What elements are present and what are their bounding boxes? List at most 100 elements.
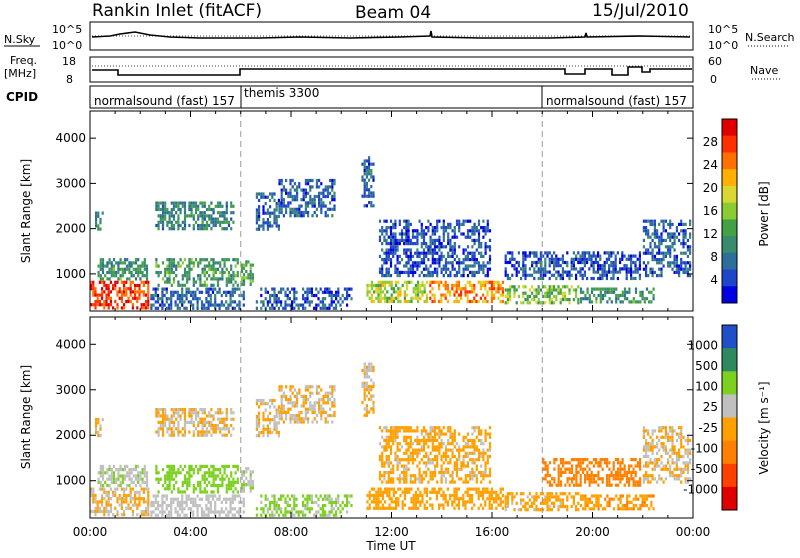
- power-cell: [522, 264, 524, 267]
- velocity-cell: [278, 405, 280, 408]
- power-cell: [540, 274, 542, 277]
- velocity-cell: [467, 481, 469, 484]
- power-cell: [164, 281, 166, 284]
- power-cell: [421, 236, 423, 239]
- velocity-cell: [219, 484, 221, 487]
- velocity-cell: [153, 510, 155, 513]
- power-cell: [131, 271, 133, 274]
- velocity-cell: [414, 429, 416, 432]
- power-cell: [403, 264, 405, 267]
- velocity-cell: [144, 474, 146, 477]
- velocity-cell: [210, 414, 212, 417]
- power-cell: [226, 284, 228, 287]
- power-cell: [204, 214, 206, 217]
- power-cell: [456, 220, 458, 223]
- power-cell: [226, 205, 228, 208]
- velocity-cell: [102, 418, 104, 421]
- power-cell: [295, 291, 297, 294]
- power-cell: [390, 261, 392, 264]
- velocity-cell: [373, 500, 375, 503]
- velocity-cell: [300, 417, 302, 420]
- power-cell: [491, 294, 493, 297]
- velocity-cell: [300, 420, 302, 423]
- velocity-cell: [100, 471, 102, 474]
- power-cell: [243, 291, 245, 294]
- velocity-cell: [316, 388, 318, 391]
- velocity-cell: [204, 424, 206, 427]
- power-cell: [595, 255, 597, 258]
- velocity-cell: [120, 465, 122, 468]
- velocity-cell: [462, 504, 464, 507]
- velocity-cell: [471, 426, 473, 429]
- velocity-cell: [331, 501, 333, 504]
- power-cell: [366, 182, 368, 185]
- power-cell: [647, 252, 649, 255]
- power-cell: [311, 201, 313, 204]
- velocity-cell: [527, 508, 529, 511]
- power-cell: [262, 218, 264, 221]
- power-cell: [217, 211, 219, 214]
- power-cell: [364, 185, 366, 188]
- power-cell: [166, 211, 168, 214]
- velocity-cell: [430, 429, 432, 432]
- power-cell: [143, 294, 145, 297]
- power-cell: [298, 185, 300, 188]
- power-cell: [256, 221, 258, 224]
- power-cell: [497, 284, 499, 287]
- power-cell: [652, 232, 654, 235]
- velocity-cell: [204, 421, 206, 424]
- power-cell: [230, 291, 232, 294]
- power-cell: [269, 294, 271, 297]
- power-cell: [416, 261, 418, 264]
- velocity-cell: [130, 497, 132, 500]
- power-cell: [305, 201, 307, 204]
- velocity-cell: [230, 408, 232, 411]
- power-cell: [289, 291, 291, 294]
- velocity-cell: [232, 507, 234, 510]
- power-cell: [293, 300, 295, 303]
- power-cell: [271, 307, 273, 310]
- velocity-cell: [232, 418, 234, 421]
- power-cell: [628, 255, 630, 258]
- velocity-cell: [173, 430, 175, 433]
- power-cell: [399, 239, 401, 242]
- power-cell: [258, 192, 260, 195]
- velocity-cell: [434, 433, 436, 436]
- power-cell: [160, 214, 162, 217]
- velocity-cell: [325, 411, 327, 414]
- velocity-cell: [197, 424, 199, 427]
- velocity-cell: [480, 504, 482, 507]
- power-cell: [573, 264, 575, 267]
- velocity-cell: [236, 510, 238, 513]
- power-cell: [518, 264, 520, 267]
- power-cell: [447, 300, 449, 303]
- power-cell: [626, 297, 628, 300]
- power-cell: [421, 229, 423, 232]
- velocity-cell: [339, 510, 341, 513]
- power-cell: [601, 277, 603, 280]
- power-cell: [557, 292, 559, 295]
- velocity-cell: [226, 418, 228, 421]
- power-cell: [232, 274, 234, 277]
- velocity-cell: [417, 488, 419, 491]
- velocity-cell: [170, 507, 172, 510]
- velocity-cell: [273, 421, 275, 424]
- power-cell: [380, 284, 382, 287]
- power-cell: [588, 251, 590, 254]
- velocity-cell: [495, 497, 497, 500]
- velocity-cell: [271, 514, 273, 517]
- power-cell: [160, 208, 162, 211]
- velocity-cell: [116, 510, 118, 513]
- velocity-cell: [388, 491, 390, 494]
- power-cell: [682, 229, 684, 232]
- power-cell: [658, 223, 660, 226]
- power-cell: [454, 232, 456, 235]
- velocity-cell: [397, 426, 399, 429]
- velocity-cell: [491, 488, 493, 491]
- power-cell: [348, 288, 350, 291]
- velocity-cell: [171, 418, 173, 421]
- velocity-cell: [234, 494, 236, 497]
- velocity-cell: [304, 504, 306, 507]
- power-cell: [507, 301, 509, 304]
- velocity-cell: [213, 474, 215, 477]
